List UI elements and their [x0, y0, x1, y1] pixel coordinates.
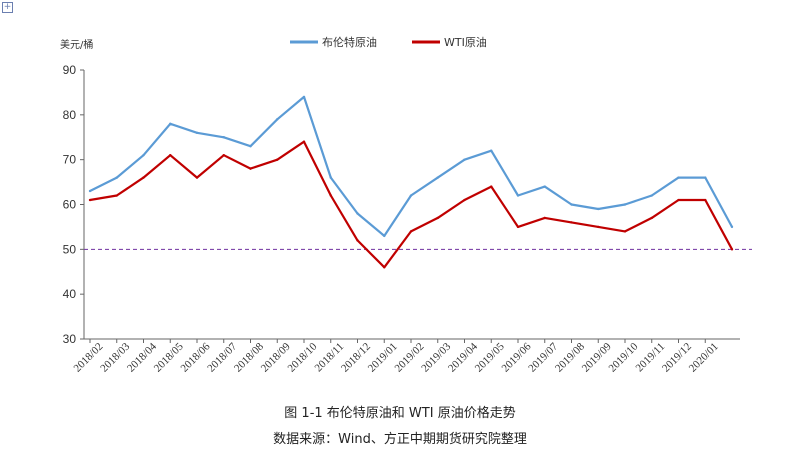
- data-point-wti: [597, 225, 600, 229]
- data-point-brent: [677, 176, 680, 179]
- data-point-wti: [356, 239, 359, 242]
- y-tick-label: 50: [63, 242, 77, 256]
- legend: 布伦特原油 WTI原油: [290, 35, 487, 49]
- x-tick-label: 2018/10: [286, 340, 320, 374]
- x-tick-label: 2019/10: [607, 340, 641, 374]
- data-point-brent: [195, 131, 199, 134]
- data-point-brent: [730, 225, 734, 229]
- data-point-brent: [169, 122, 172, 126]
- data-point-brent: [543, 185, 546, 188]
- y-tick-label: 40: [63, 287, 77, 301]
- data-point-wti: [302, 140, 306, 143]
- y-tick-label: 30: [63, 332, 77, 346]
- axes: [83, 70, 740, 340]
- data-point-brent: [383, 234, 386, 238]
- data-point-wti: [490, 185, 493, 188]
- data-point-wti: [222, 153, 225, 157]
- y-ticks: 30 40 50 60 70 80 90: [63, 63, 84, 346]
- data-point-brent: [409, 194, 413, 197]
- y-tick-label: 60: [63, 198, 77, 212]
- caption: 图 1-1 布伦特原油和 WTI 原油价格走势 数据来源：Wind、方正中期期货…: [0, 404, 800, 450]
- chart-area: 美元/桶 布伦特原油 WTI原油 30 40 50 60 70 80 90 2018/022…: [60, 35, 752, 375]
- data-point-brent: [463, 158, 466, 161]
- data-point-wti: [276, 158, 279, 161]
- data-point-wti: [704, 198, 707, 202]
- series-group: [88, 95, 734, 269]
- data-point-wti: [463, 198, 466, 202]
- data-point-brent: [623, 203, 627, 206]
- data-point-wti: [436, 216, 439, 220]
- data-point-wti: [88, 198, 92, 202]
- data-point-wti: [142, 176, 145, 179]
- data-point-wti: [329, 194, 332, 197]
- data-point-brent: [222, 136, 225, 139]
- y-axis-unit: 美元/桶: [60, 38, 93, 51]
- data-point-brent: [249, 145, 252, 148]
- data-point-wti: [409, 230, 413, 233]
- data-point-wti: [195, 176, 199, 179]
- figure-source: 数据来源：Wind、方正中期期货研究院整理: [273, 432, 527, 447]
- data-point-brent: [650, 194, 653, 197]
- legend-label-wti: WTI原油: [444, 35, 487, 49]
- data-point-brent: [570, 203, 573, 206]
- data-point-wti: [383, 266, 386, 269]
- data-point-brent: [142, 153, 145, 157]
- legend-label-brent: 布伦特原油: [322, 35, 377, 49]
- data-point-wti: [623, 230, 627, 233]
- data-point-brent: [516, 194, 520, 197]
- data-point-wti: [650, 216, 653, 220]
- data-point-brent: [490, 149, 493, 152]
- data-point-wti: [570, 221, 573, 224]
- y-tick-label: 80: [63, 108, 77, 122]
- y-tick-label: 90: [63, 63, 77, 77]
- y-tick-label: 70: [63, 153, 77, 167]
- data-point-brent: [329, 176, 332, 179]
- figure-title: 图 1-1 布伦特原油和 WTI 原油价格走势: [284, 406, 516, 421]
- data-point-brent: [356, 212, 359, 215]
- data-point-brent: [115, 176, 118, 179]
- series-line-wti: [89, 140, 733, 269]
- data-point-wti: [115, 194, 118, 197]
- x-ticks: 2018/022018/032018/042018/052018/062018/…: [72, 339, 721, 375]
- data-point-brent: [597, 207, 600, 211]
- data-point-brent: [436, 176, 439, 179]
- data-point-wti: [543, 216, 546, 220]
- data-point-wti: [677, 198, 680, 202]
- series-line-brent: [89, 95, 733, 237]
- data-point-brent: [704, 176, 707, 179]
- data-point-brent: [88, 189, 92, 193]
- data-point-brent: [276, 118, 279, 121]
- data-point-wti: [730, 248, 734, 251]
- data-point-wti: [516, 225, 520, 229]
- x-tick-label: 2020/01: [687, 341, 721, 375]
- data-point-wti: [249, 167, 252, 170]
- move-handle-icon[interactable]: +: [2, 2, 13, 13]
- data-point-brent: [302, 95, 306, 99]
- data-point-wti: [169, 153, 172, 157]
